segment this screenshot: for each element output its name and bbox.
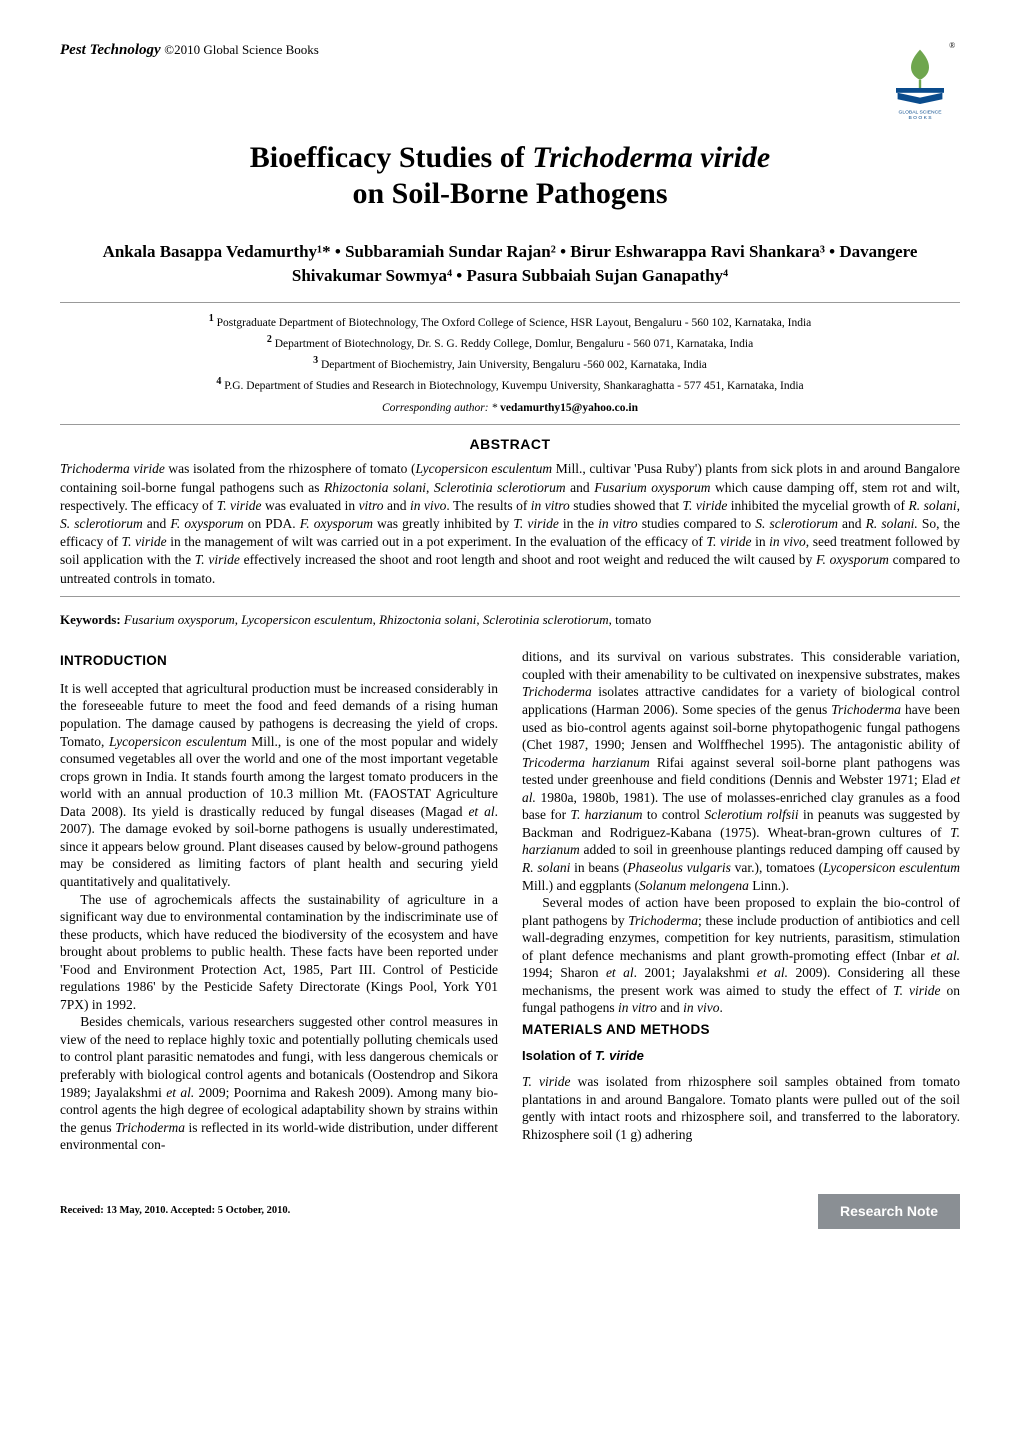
- page-footer: Received: 13 May, 2010. Accepted: 5 Octo…: [60, 1194, 960, 1229]
- journal-name: Pest Technology: [60, 42, 161, 58]
- svg-text:®: ®: [949, 41, 955, 50]
- affiliation-text: P.G. Department of Studies and Research …: [221, 380, 803, 392]
- received-accepted-dates: Received: 13 May, 2010. Accepted: 5 Octo…: [60, 1204, 290, 1218]
- abstract-body: Trichoderma viride was isolated from the…: [60, 460, 960, 588]
- corresponding-label: Corresponding author:: [382, 402, 491, 414]
- affiliation-text: Postgraduate Department of Biotechnology…: [214, 316, 812, 328]
- journal-line: Pest Technology ©2010 Global Science Boo…: [60, 40, 319, 61]
- intro-para-5: Several modes of action have been propos…: [522, 894, 960, 1017]
- affiliations-block: 1 Postgraduate Department of Biotechnolo…: [60, 311, 960, 395]
- body-columns: INTRODUCTION It is well accepted that ag…: [60, 648, 960, 1153]
- rule-above-affiliations: [60, 302, 960, 303]
- page-header: Pest Technology ©2010 Global Science Boo…: [60, 40, 960, 120]
- mm-para-1: T. viride was isolated from rhizosphere …: [522, 1073, 960, 1143]
- affiliation-text: Department of Biochemistry, Jain Univers…: [318, 359, 707, 371]
- intro-para-1: It is well accepted that agricultural pr…: [60, 680, 498, 891]
- left-column: INTRODUCTION It is well accepted that ag…: [60, 648, 498, 1153]
- affiliation-line: 4 P.G. Department of Studies and Researc…: [60, 374, 960, 395]
- materials-methods-heading: MATERIALS AND METHODS: [522, 1021, 960, 1039]
- corresponding-email: vedamurthy15@yahoo.co.in: [500, 402, 638, 414]
- publisher-logo-icon: ® GLOBAL SCIENCE B O O K S: [880, 40, 960, 120]
- rule-below-affiliations: [60, 424, 960, 425]
- title-line1-pre: Bioefficacy Studies of: [250, 141, 532, 174]
- intro-para-4: ditions, and its survival on various sub…: [522, 648, 960, 894]
- article-title: Bioefficacy Studies of Trichoderma virid…: [60, 140, 960, 212]
- corresponding-author: Corresponding author: * vedamurthy15@yah…: [60, 401, 960, 417]
- affiliation-line: 2 Department of Biotechnology, Dr. S. G.…: [60, 332, 960, 353]
- intro-para-3: Besides chemicals, various researchers s…: [60, 1013, 498, 1153]
- rule-below-abstract: [60, 596, 960, 597]
- article-type-badge: Research Note: [818, 1194, 960, 1229]
- authors-block: Ankala Basappa Vedamurthy¹* • Subbaramia…: [60, 240, 960, 288]
- introduction-heading: INTRODUCTION: [60, 652, 498, 670]
- isolation-subheading: Isolation of T. viride: [522, 1048, 960, 1065]
- keywords-body: Fusarium oxysporum, Lycopersicon esculen…: [124, 612, 651, 627]
- corresponding-mark: *: [492, 402, 501, 414]
- affiliation-line: 1 Postgraduate Department of Biotechnolo…: [60, 311, 960, 332]
- title-line1-italic: Trichoderma viride: [532, 141, 770, 174]
- svg-text:GLOBAL SCIENCE: GLOBAL SCIENCE: [898, 110, 942, 116]
- affiliation-text: Department of Biotechnology, Dr. S. G. R…: [272, 338, 753, 350]
- keywords-label: Keywords:: [60, 612, 124, 627]
- intro-para-2: The use of agrochemicals affects the sus…: [60, 891, 498, 1014]
- title-line2: on Soil-Borne Pathogens: [352, 177, 667, 210]
- keywords-line: Keywords: Fusarium oxysporum, Lycopersic…: [60, 611, 960, 629]
- journal-copyright: ©2010 Global Science Books: [164, 42, 319, 57]
- affiliation-line: 3 Department of Biochemistry, Jain Unive…: [60, 353, 960, 374]
- svg-text:B O O K S: B O O K S: [908, 115, 932, 120]
- abstract-heading: ABSTRACT: [60, 435, 960, 454]
- right-column: ditions, and its survival on various sub…: [522, 648, 960, 1153]
